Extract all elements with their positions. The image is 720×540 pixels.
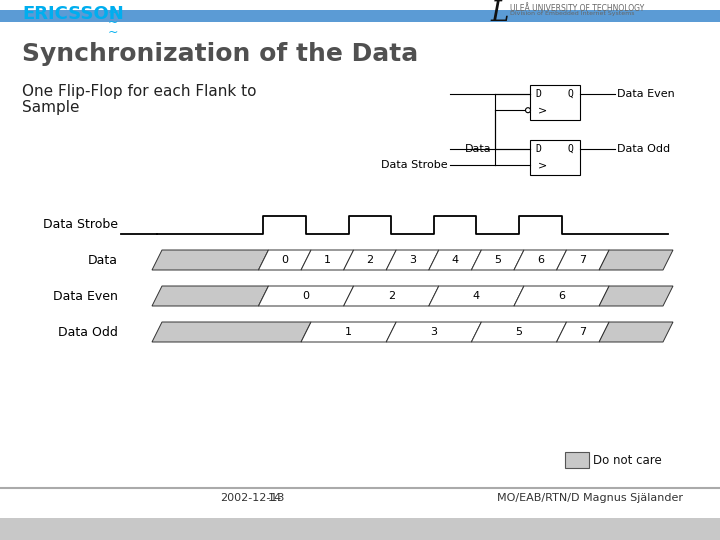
- Bar: [0, 518, 720, 540]
- Text: Data Even: Data Even: [617, 89, 675, 99]
- Polygon shape: [599, 250, 673, 270]
- Bar: [0, 10, 720, 22]
- Text: Q: Q: [568, 144, 574, 154]
- Bar: [530, 140, 580, 175]
- Text: 6: 6: [536, 255, 544, 265]
- Text: L: L: [490, 0, 508, 27]
- Text: 7: 7: [580, 255, 586, 265]
- Polygon shape: [514, 250, 567, 270]
- Polygon shape: [557, 322, 609, 342]
- Text: Data Odd: Data Odd: [58, 326, 118, 339]
- Polygon shape: [429, 250, 482, 270]
- Text: One Flip-Flop for each Flank to: One Flip-Flop for each Flank to: [22, 84, 256, 99]
- Text: Do not care: Do not care: [593, 454, 662, 467]
- Polygon shape: [472, 250, 524, 270]
- Text: 7: 7: [580, 327, 586, 337]
- Circle shape: [526, 107, 531, 113]
- Text: Division of Embedded Internet Systems: Division of Embedded Internet Systems: [510, 11, 634, 16]
- Text: 5: 5: [494, 255, 501, 265]
- Text: 3: 3: [431, 327, 437, 337]
- Text: ~
~
~: ~ ~ ~: [108, 6, 119, 39]
- Text: 5: 5: [516, 327, 523, 337]
- Text: 4: 4: [451, 255, 459, 265]
- Polygon shape: [258, 286, 354, 306]
- Text: Data: Data: [465, 144, 492, 154]
- Text: MO/EAB/RTN/D Magnus Själander: MO/EAB/RTN/D Magnus Själander: [497, 493, 683, 503]
- Polygon shape: [258, 250, 311, 270]
- Text: >: >: [538, 105, 547, 115]
- Polygon shape: [301, 322, 396, 342]
- Polygon shape: [152, 286, 269, 306]
- Text: ERICSSON: ERICSSON: [22, 5, 124, 23]
- Text: 2: 2: [366, 255, 374, 265]
- Text: 2002-12-13: 2002-12-13: [220, 493, 284, 503]
- Text: Data: Data: [88, 253, 118, 267]
- Polygon shape: [386, 322, 482, 342]
- Text: Q: Q: [568, 89, 574, 99]
- Text: 1: 1: [345, 327, 352, 337]
- Text: 6: 6: [558, 291, 565, 301]
- Text: ULEÅ UNIVERSITY OF TECHNOLOGY: ULEÅ UNIVERSITY OF TECHNOLOGY: [510, 4, 644, 13]
- Text: 1: 1: [324, 255, 330, 265]
- Text: 3: 3: [409, 255, 416, 265]
- Polygon shape: [343, 250, 396, 270]
- Bar: [565, 452, 589, 468]
- Polygon shape: [599, 322, 673, 342]
- Text: Data Odd: Data Odd: [617, 144, 670, 154]
- Text: 14: 14: [268, 493, 282, 503]
- Polygon shape: [472, 322, 567, 342]
- Text: Sample: Sample: [22, 100, 79, 115]
- Text: D: D: [535, 144, 541, 154]
- Text: Data Strobe: Data Strobe: [43, 219, 118, 232]
- Text: Data Even: Data Even: [53, 289, 118, 302]
- Polygon shape: [152, 322, 311, 342]
- Polygon shape: [557, 250, 609, 270]
- Polygon shape: [599, 286, 673, 306]
- Polygon shape: [514, 286, 609, 306]
- Polygon shape: [386, 250, 438, 270]
- Polygon shape: [301, 250, 354, 270]
- Text: 0: 0: [302, 291, 310, 301]
- Text: Synchronization of the Data: Synchronization of the Data: [22, 42, 418, 66]
- Text: >: >: [538, 160, 547, 170]
- Polygon shape: [343, 286, 438, 306]
- Polygon shape: [429, 286, 524, 306]
- Text: 2: 2: [387, 291, 395, 301]
- Text: Data Strobe: Data Strobe: [382, 160, 448, 170]
- Polygon shape: [152, 250, 269, 270]
- Bar: [530, 85, 580, 120]
- Text: D: D: [535, 89, 541, 99]
- Text: 4: 4: [473, 291, 480, 301]
- Text: 0: 0: [282, 255, 288, 265]
